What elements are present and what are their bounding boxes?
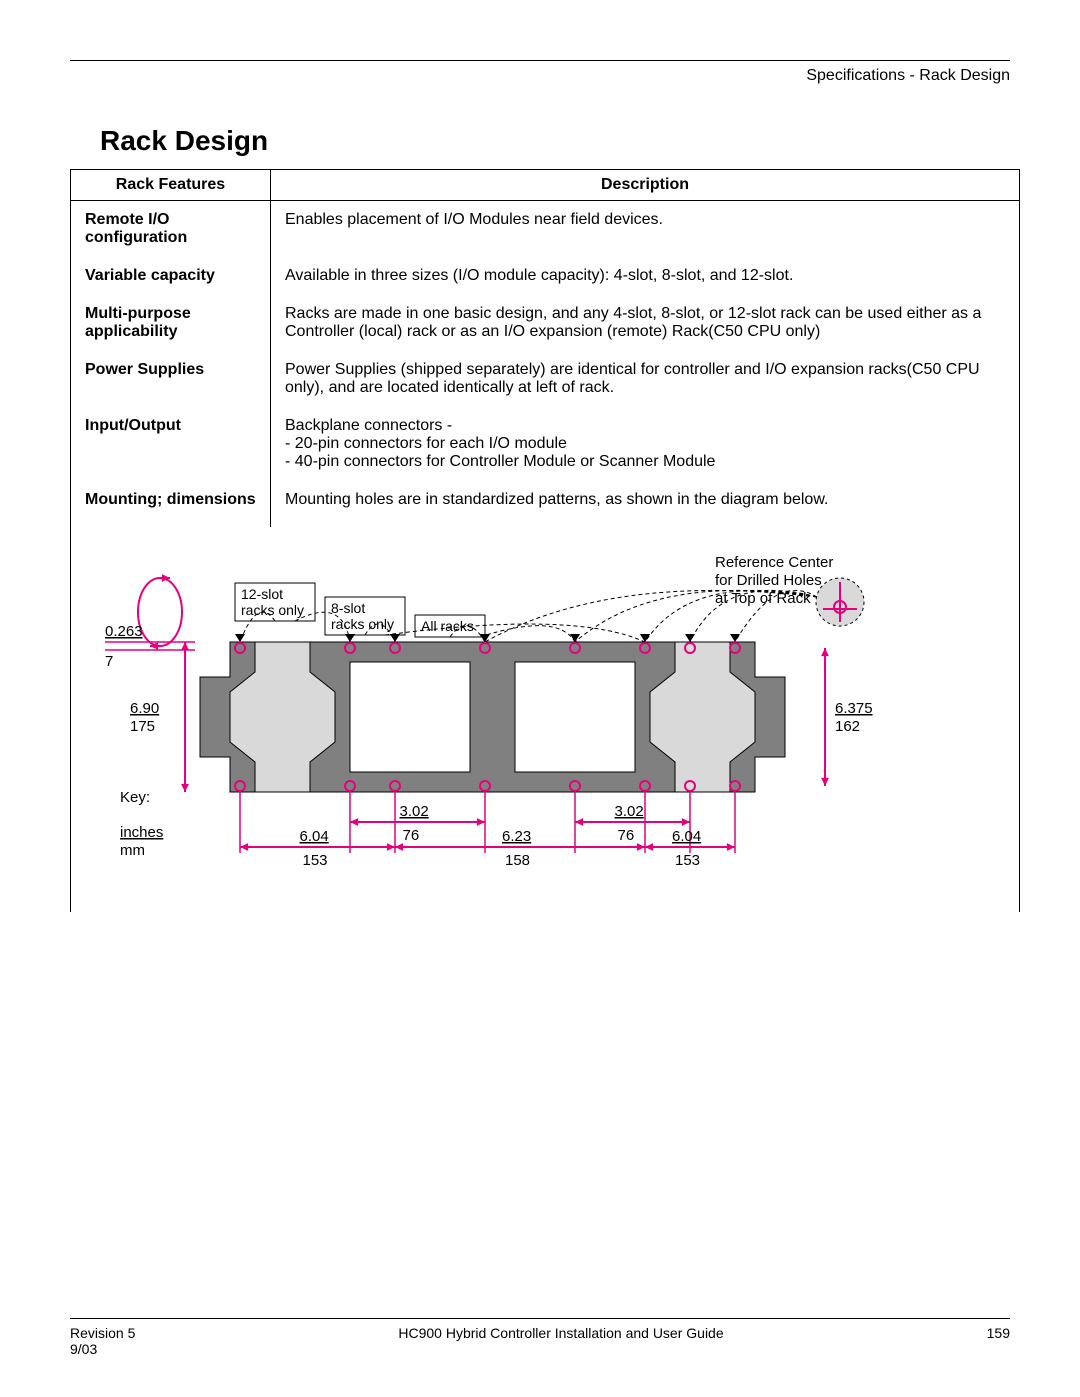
footer-title: HC900 Hybrid Controller Installation and… [135,1325,986,1357]
th-features: Rack Features [71,170,271,201]
svg-text:8-slot: 8-slot [331,600,365,616]
svg-text:3.02: 3.02 [615,803,644,820]
svg-text:153: 153 [675,852,700,869]
desc-4: Backplane connectors - - 20-pin connecto… [271,407,1020,481]
svg-text:mm: mm [120,842,145,859]
desc-3: Power Supplies (shipped separately) are … [271,351,1020,407]
svg-text:153: 153 [303,852,328,869]
svg-text:175: 175 [130,718,155,735]
footer-page: 159 [987,1325,1010,1357]
feat-5: Mounting; dimensions [71,481,271,527]
svg-text:162: 162 [835,718,860,735]
svg-text:All racks: All racks [421,618,474,634]
rack-features-table: Rack Features Description Remote I/O con… [70,169,1020,912]
feat-2: Multi-purpose applicability [71,295,271,351]
svg-text:6.375: 6.375 [835,700,873,717]
desc-2: Racks are made in one basic design, and … [271,295,1020,351]
th-description: Description [271,170,1020,201]
svg-text:0.263: 0.263 [105,623,143,640]
svg-text:Key:: Key: [120,789,150,806]
svg-text:158: 158 [505,852,530,869]
feat-3: Power Supplies [71,351,271,407]
svg-text:6.04: 6.04 [300,828,329,845]
svg-text:6.04: 6.04 [672,828,701,845]
feat-0: Remote I/O configuration [71,201,271,258]
page-title: Rack Design [100,125,1010,157]
footer-revision: Revision 5 [70,1325,135,1341]
diagram-cell: Reference Centerfor Drilled Holesat Top … [71,527,1020,912]
svg-text:racks only: racks only [331,616,394,632]
feat-1: Variable capacity [71,257,271,295]
svg-text:7: 7 [105,653,113,670]
desc-1: Available in three sizes (I/O module cap… [271,257,1020,295]
rack-diagram: Reference Centerfor Drilled Holesat Top … [85,537,1005,897]
desc-5: Mounting holes are in standardized patte… [271,481,1020,527]
footer-date: 9/03 [70,1341,135,1357]
svg-text:6.90: 6.90 [130,700,159,717]
svg-text:76: 76 [403,827,420,844]
svg-text:12-slot: 12-slot [241,586,283,602]
footer: Revision 5 9/03 HC900 Hybrid Controller … [70,1318,1010,1357]
svg-text:76: 76 [618,827,635,844]
svg-text:racks only: racks only [241,602,304,618]
header-right: Specifications - Rack Design [70,67,1010,85]
svg-text:Reference Center: Reference Center [715,554,833,571]
svg-text:3.02: 3.02 [400,803,429,820]
feat-4: Input/Output [71,407,271,481]
desc-0: Enables placement of I/O Modules near fi… [271,201,1020,258]
svg-text:for Drilled Holes: for Drilled Holes [715,572,822,589]
svg-text:inches: inches [120,824,163,841]
svg-text:6.23: 6.23 [502,828,531,845]
